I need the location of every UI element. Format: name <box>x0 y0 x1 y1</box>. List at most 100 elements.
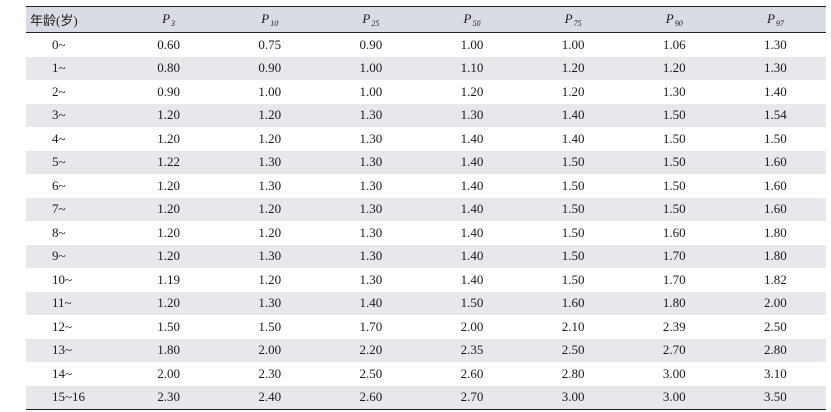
value-cell: 2.50 <box>764 318 787 334</box>
value-cell: 1.40 <box>460 154 484 170</box>
value-cell: 2.30 <box>118 385 220 410</box>
value-cell: 1.00 <box>561 36 585 52</box>
value-cell: 1.50 <box>662 107 686 123</box>
age-cell: 3~ <box>52 107 66 123</box>
value-cell: 1.50 <box>561 224 585 240</box>
value-cell: 2.40 <box>219 385 321 410</box>
value-cell: 1.50 <box>561 201 585 217</box>
age-cell: 4~ <box>52 130 66 146</box>
value-cell: 0.80 <box>157 60 180 76</box>
value-cell: 1.22 <box>157 154 180 170</box>
value-cell: 1.20 <box>561 60 585 76</box>
value-cell: 1.06 <box>662 36 686 52</box>
percentile-symbol: P <box>564 11 573 26</box>
value-cell: 1.30 <box>460 107 484 123</box>
value-cell: 1.00 <box>359 60 383 76</box>
percentile-symbol: P <box>463 11 472 26</box>
value-cell: 1.50 <box>157 318 180 334</box>
value-cell: 1.30 <box>258 248 282 264</box>
table-row: 15~16 2.30 2.40 2.60 2.70 3.00 3.00 3.50 <box>26 385 826 410</box>
value-cell: 1.60 <box>662 224 686 240</box>
table-row: 0~ 0.60 0.75 0.90 1.00 1.00 1.06 1.30 <box>26 33 826 57</box>
percentile-symbol: P <box>362 11 371 26</box>
value-cell: 0.60 <box>157 36 180 52</box>
value-cell: 2.80 <box>764 342 787 358</box>
value-cell: 2.20 <box>359 342 383 358</box>
value-cell: 1.20 <box>258 201 282 217</box>
value-cell: 0.90 <box>157 83 180 99</box>
value-cell: 1.30 <box>359 177 383 193</box>
table-body: 0~ 0.60 0.75 0.90 1.00 1.00 1.06 1.30 1~ 0.80 0.90… <box>26 33 826 410</box>
value-cell: 1.50 <box>662 177 686 193</box>
value-cell: 0.75 <box>258 36 282 52</box>
age-cell: 7~ <box>52 201 66 217</box>
value-cell: 1.50 <box>662 154 686 170</box>
value-cell: 1.80 <box>662 295 686 311</box>
header-percentile: P3 <box>118 6 220 33</box>
table-row: 1~ 0.80 0.90 1.00 1.10 1.20 1.20 1.30 <box>26 56 826 80</box>
value-cell: 1.20 <box>157 224 180 240</box>
value-cell: 1.20 <box>460 83 484 99</box>
value-cell: 1.50 <box>561 154 585 170</box>
value-cell: 1.20 <box>662 60 686 76</box>
age-cell: 9~ <box>52 248 66 264</box>
age-cell: 10~ <box>52 271 73 287</box>
age-cell: 1~ <box>52 60 66 76</box>
percentile-subscript: 10 <box>270 19 279 28</box>
value-cell: 1.19 <box>157 271 180 287</box>
value-cell: 1.50 <box>460 295 484 311</box>
value-cell: 1.20 <box>157 201 180 217</box>
value-cell: 1.30 <box>359 154 383 170</box>
value-cell: 1.60 <box>561 295 585 311</box>
value-cell: 1.80 <box>764 248 787 264</box>
value-cell: 1.40 <box>460 248 484 264</box>
value-cell: 1.60 <box>764 154 787 170</box>
value-cell: 1.50 <box>258 318 282 334</box>
value-cell: 1.40 <box>460 271 484 287</box>
value-cell: 2.10 <box>561 318 585 334</box>
value-cell: 1.70 <box>662 271 686 287</box>
value-cell: 2.60 <box>460 365 484 381</box>
value-cell: 1.00 <box>460 36 484 52</box>
table-row: 6~ 1.20 1.30 1.30 1.40 1.50 1.50 1.60 <box>26 174 826 198</box>
header-age: 年龄(岁) <box>26 6 118 33</box>
percentile-symbol: P <box>162 11 171 26</box>
value-cell: 1.40 <box>764 83 787 99</box>
value-cell: 2.70 <box>662 342 686 358</box>
value-cell: 0.90 <box>359 36 383 52</box>
value-cell: 1.80 <box>764 224 787 240</box>
header-percentile: P90 <box>623 6 725 33</box>
table-header: 年龄(岁) P3 P10 P25 P50 P75 P90 P97 <box>26 6 826 33</box>
value-cell: 1.50 <box>662 130 686 146</box>
age-cell: 8~ <box>52 224 66 240</box>
value-cell: 1.20 <box>258 107 282 123</box>
percentile-symbol: P <box>766 11 775 26</box>
value-cell: 1.54 <box>764 107 787 123</box>
value-cell: 3.00 <box>522 385 624 410</box>
value-cell: 1.30 <box>359 224 383 240</box>
value-cell: 1.70 <box>359 318 383 334</box>
value-cell: 1.30 <box>359 271 383 287</box>
value-cell: 1.60 <box>764 177 787 193</box>
value-cell: 1.50 <box>662 201 686 217</box>
value-cell: 1.20 <box>157 295 180 311</box>
value-cell: 1.20 <box>157 177 180 193</box>
percentile-symbol: P <box>261 11 270 26</box>
value-cell: 2.35 <box>460 342 484 358</box>
value-cell: 1.70 <box>662 248 686 264</box>
value-cell: 3.10 <box>764 365 787 381</box>
table-row: 2~ 0.90 1.00 1.00 1.20 1.20 1.30 1.40 <box>26 80 826 104</box>
value-cell: 1.80 <box>157 342 180 358</box>
value-cell: 1.30 <box>258 177 282 193</box>
percentile-subscript: 3 <box>171 19 176 28</box>
value-cell: 3.50 <box>724 385 826 410</box>
value-cell: 1.30 <box>359 201 383 217</box>
value-cell: 1.40 <box>460 130 484 146</box>
value-cell: 1.40 <box>359 295 383 311</box>
header-percentile: P50 <box>421 6 523 33</box>
value-cell: 1.20 <box>258 130 282 146</box>
value-cell: 1.50 <box>561 271 585 287</box>
value-cell: 1.30 <box>764 36 787 52</box>
value-cell: 1.50 <box>561 248 585 264</box>
percentile-subscript: 97 <box>775 19 784 28</box>
